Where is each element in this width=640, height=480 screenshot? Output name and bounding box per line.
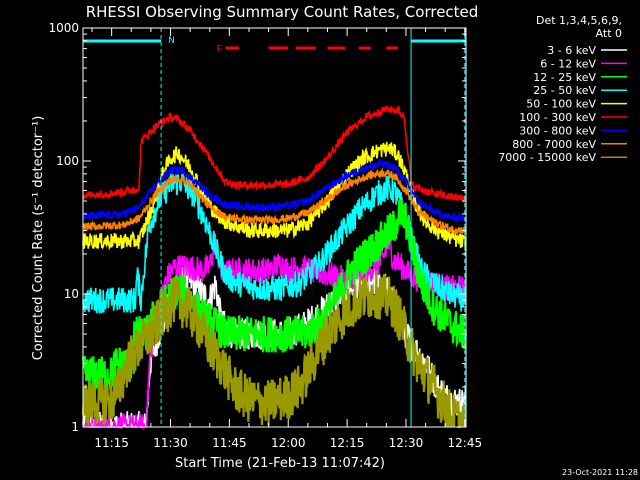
series-layer (81, 104, 467, 431)
series-line-7000-15000kev (81, 270, 467, 429)
x-tick-label: 11:45 (212, 436, 247, 450)
flag-layer: NF (83, 28, 466, 427)
series-line-50-100kev (82, 141, 467, 252)
legend-header-line-2: Att 0 (596, 27, 622, 40)
flare-flag-label: F (216, 44, 222, 55)
legend-label: 100 - 300 keV (519, 111, 596, 124)
series-line-800-7000kev (82, 167, 467, 236)
x-axis-label: Start Time (21-Feb-13 11:07:42) (175, 456, 385, 471)
y-tick-label: 10 (64, 287, 79, 301)
footer-timestamp: 23-Oct-2021 11:28 (562, 468, 638, 477)
y-tick-label: 1 (71, 420, 79, 434)
x-tick-label: 12:00 (271, 436, 306, 450)
axis-layer: 11:15 11:30 11:45 12:00 12:15 12:30 12:45 1 10 10… (48, 21, 482, 450)
series-line-300-800kev (82, 157, 467, 224)
legend-label: 7000 - 15000 keV (498, 151, 596, 164)
y-axis-label: Corrected Count Rate (s⁻¹ detector⁻¹) (31, 116, 46, 361)
x-tick-label: 12:15 (330, 436, 365, 450)
legend-label: 300 - 800 keV (519, 124, 596, 137)
legend-label: 50 - 100 keV (526, 98, 596, 111)
plot-frame (82, 27, 467, 428)
x-tick-label: 11:30 (153, 436, 188, 450)
legend-label: 800 - 7000 keV (512, 138, 596, 151)
series-line-100-300kev (82, 104, 467, 203)
x-tick-label: 12:45 (448, 436, 483, 450)
chart-title: RHESSI Observing Summary Count Rates, Co… (86, 3, 479, 21)
legend-header-line-1: Det 1,3,4,5,6,9, (536, 14, 622, 27)
legend-label: 6 - 12 keV (540, 57, 596, 70)
x-tick-label: 11:15 (94, 436, 129, 450)
y-tick-label: 100 (56, 154, 79, 168)
legend-label: 12 - 25 keV (533, 71, 596, 84)
x-tick-label: 12:30 (389, 436, 424, 450)
night-flag-label: N (168, 36, 175, 46)
series-line-6-12kev (82, 234, 467, 431)
legend-label: 25 - 50 keV (533, 84, 596, 97)
series-line-12-25kev (81, 199, 467, 392)
legend-label: 3 - 6 keV (547, 44, 596, 57)
y-tick-label: 1000 (48, 21, 79, 35)
